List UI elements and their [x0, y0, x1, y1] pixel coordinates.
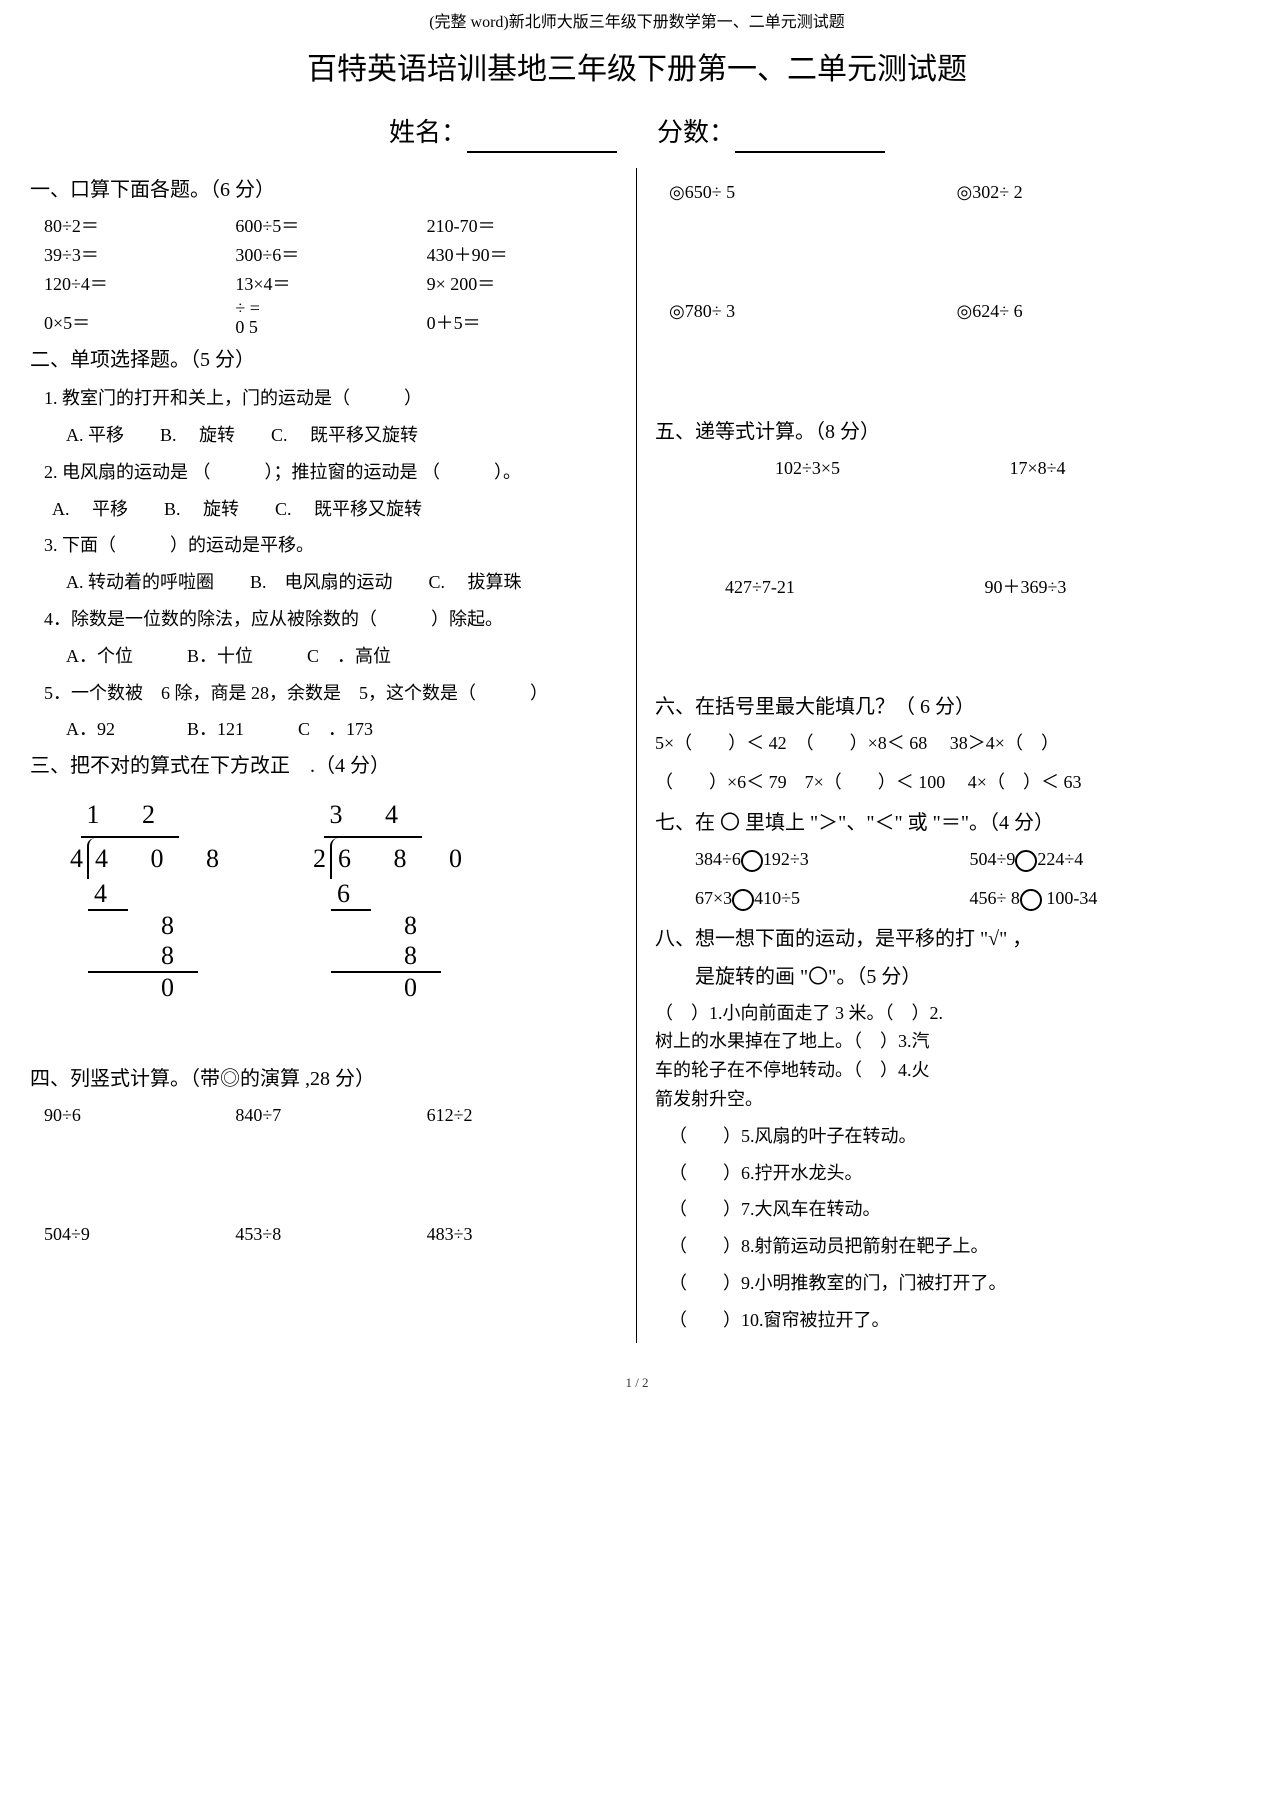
s1-r1c1: 300÷6＝ [235, 241, 426, 270]
s6-line1: 5×（ ）＜ 42 （ ）×8＜ 68 38＞4×（ ） [655, 729, 1244, 758]
s1-r3c0: 0×5＝ [44, 309, 235, 338]
s4-r1c1: 840÷7 [235, 1101, 426, 1130]
ld2-s1: 8 [331, 911, 441, 941]
s4-r3c1: ◎302÷ 2 [957, 178, 1245, 207]
ld1-s0: 4 [88, 879, 128, 911]
score-blank [735, 122, 885, 153]
s8-line4: 箭发射升空。 [655, 1085, 1244, 1114]
name-label: 姓名： [389, 118, 467, 147]
section-7-heading: 七、在 〇 里填上 "＞"、"＜" 或 "＝"。（4 分） [655, 807, 1244, 839]
circle-icon [741, 850, 763, 872]
s4-r2c0: 504÷9 [44, 1220, 235, 1249]
s1-r2c1: 13×4＝ [235, 270, 426, 299]
ld1-s2: 8 [88, 941, 198, 973]
s8-item-6: （ ）6.拧开水龙头。 [669, 1159, 1244, 1188]
s8-line2: 树上的水果掉在了地上。（ ）3.汽 [655, 1027, 1244, 1056]
s2-q4: 4．除数是一位数的除法，应从被除数的（ ）除起。 [44, 605, 618, 634]
score-label: 分数： [657, 118, 735, 147]
s2-q1: 1. 教室门的打开和关上，门的运动是（ ） [44, 384, 618, 413]
section-5-heading: 五、递等式计算。（8 分） [655, 416, 1244, 448]
s2-q5-opts: A．92 B．121 C ．173 [44, 715, 618, 744]
s5-r1c0: 102÷3×5 [775, 454, 1010, 483]
name-score-row: 姓名： 分数： [20, 112, 1254, 154]
s4-r4c0: ◎780÷ 3 [669, 297, 957, 326]
s2-q2-opts: A. 平移 B. 旋转 C. 既平移又旋转 [44, 495, 618, 524]
s6-line2: （ ）×6＜ 79 7×（ ）＜ 100 4×（ ）＜ 63 [655, 768, 1244, 797]
s4-r2c1: 453÷8 [235, 1220, 426, 1249]
s1-r2c0: 120÷4＝ [44, 270, 235, 299]
section-8-sub: 是旋转的画 "〇"。（5 分） [655, 961, 1244, 993]
section-8-heading: 八、想一想下面的运动，是平移的打 "√" ， [655, 923, 1244, 955]
s5-r1c1: 17×8÷4 [1010, 454, 1245, 483]
section-6-heading: 六、在括号里最大能填几？（ 6 分） [655, 691, 1244, 723]
ld1-divisor: 4 [70, 838, 87, 880]
ld2-quot: 3 4 [324, 794, 423, 838]
header-note: (完整 word)新北师大版三年级下册数学第一、二单元测试题 [20, 10, 1254, 36]
s8-item-8: （ ）8.射箭运动员把箭射在靶子上。 [669, 1232, 1244, 1261]
ld2-s2: 8 [331, 941, 441, 973]
section-3-heading: 三、把不对的算式在下方改正 .（4 分） [30, 750, 618, 782]
s1-r1c0: 39÷3＝ [44, 241, 235, 270]
name-blank [467, 122, 617, 153]
s2-q3-opts: A. 转动着的呼啦圈 B. 电风扇的运动 C. 拔算珠 [44, 568, 618, 597]
s7-r2-left: 67×3410÷5 [695, 884, 970, 913]
ld1-s3: 0 [88, 973, 198, 1003]
circle-icon [1020, 889, 1042, 911]
page-title: 百特英语培训基地三年级下册第一、二单元测试题 [20, 46, 1254, 94]
s8-line3: 车的轮子在不停地转动。（ ）4.火 [655, 1056, 1244, 1085]
s8-line1: （ ）1.小向前面走了 3 米。（ ）2. [655, 999, 1244, 1028]
s5-r2c0: 427÷7-21 [725, 573, 985, 602]
s1-r2c2: 9× 200＝ [427, 270, 618, 299]
s7-r2-right: 456÷ 8 100-34 [970, 884, 1245, 913]
s4-r1c0: 90÷6 [44, 1101, 235, 1130]
s1-r0c2: 210-70＝ [427, 212, 618, 241]
ld1-quot: 1 2 [81, 794, 180, 838]
s1-r3c1: ÷ = 0 5 [235, 299, 426, 339]
ld2-s3: 0 [331, 973, 441, 1003]
circle-icon [732, 889, 754, 911]
s5-r2c1: 90＋369÷3 [985, 573, 1245, 602]
s2-q4-opts: A．个位 B．十位 C ．高位 [44, 642, 618, 671]
s7-r1-right: 504÷9224÷4 [970, 845, 1245, 874]
s1-r3c2: 0＋5＝ [427, 309, 618, 338]
circle-icon [1015, 850, 1037, 872]
page-number: 1 / 2 [20, 1373, 1254, 1394]
left-column: 一、口算下面各题。（6 分） 80÷2＝600÷5＝210-70＝ 39÷3＝3… [20, 168, 637, 1342]
ld1-dividend: 4 0 8 [87, 838, 243, 880]
ld2-divisor: 2 [313, 838, 330, 880]
long-division-area: 1 2 4 4 0 8 4 8 8 0 3 4 [30, 794, 618, 1003]
s4-r2c2: 483÷3 [427, 1220, 618, 1249]
longdiv-2: 3 4 2 6 8 0 6 8 8 0 [313, 794, 486, 1003]
s2-q3: 3. 下面（ ）的运动是平移。 [44, 531, 618, 560]
ld2-s0: 6 [331, 879, 371, 911]
section-2-heading: 二、单项选择题。（5 分） [30, 344, 618, 376]
right-column: ◎650÷ 5◎302÷ 2 ◎780÷ 3◎624÷ 6 五、递等式计算。（8… [637, 168, 1254, 1342]
s4-r3c0: ◎650÷ 5 [669, 178, 957, 207]
s2-q5: 5．一个数被 6 除，商是 28，余数是 5，这个数是（ ） [44, 679, 618, 708]
ld1-s1: 8 [88, 911, 198, 941]
s8-item-10: （ ）10.窗帘被拉开了。 [669, 1306, 1244, 1335]
s2-q1-opts: A. 平移 B. 旋转 C. 既平移又旋转 [44, 421, 618, 450]
longdiv-1: 1 2 4 4 0 8 4 8 8 0 [70, 794, 243, 1003]
s4-r4c1: ◎624÷ 6 [957, 297, 1245, 326]
s2-q2: 2. 电风扇的运动是 （ ）；推拉窗的运动是 （ ）。 [44, 458, 618, 487]
section-4-heading: 四、列竖式计算。（带◎的演算 ,28 分） [30, 1063, 618, 1095]
s8-item-5: （ ）5.风扇的叶子在转动。 [669, 1122, 1244, 1151]
s8-item-9: （ ）9.小明推教室的门，门被打开了。 [669, 1269, 1244, 1298]
s8-item-7: （ ）7.大风车在转动。 [669, 1195, 1244, 1224]
s1-r0c1: 600÷5＝ [235, 212, 426, 241]
ld2-dividend: 6 8 0 [330, 838, 486, 880]
s1-r0c0: 80÷2＝ [44, 212, 235, 241]
s4-r1c2: 612÷2 [427, 1101, 618, 1130]
s1-r1c2: 430＋90＝ [427, 241, 618, 270]
s7-r1-left: 384÷6192÷3 [695, 845, 970, 874]
section-1-heading: 一、口算下面各题。（6 分） [30, 174, 618, 206]
